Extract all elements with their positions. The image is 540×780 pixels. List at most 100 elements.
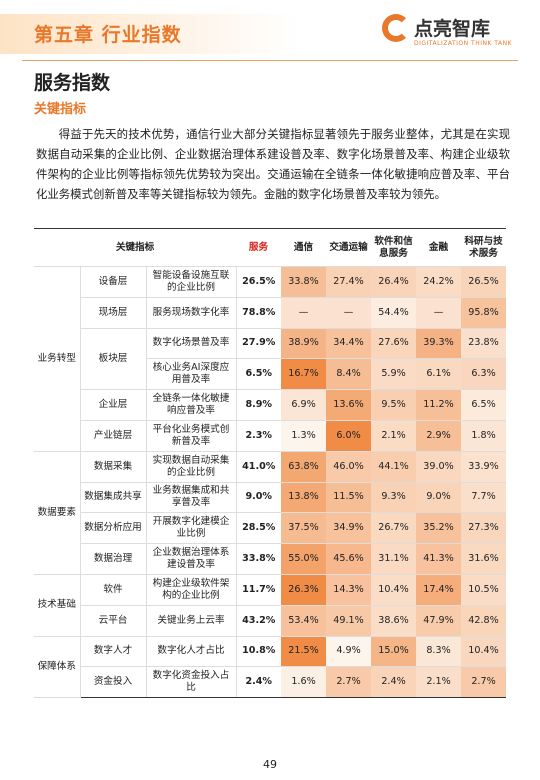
table-row: 云平台 关键业务上云率 43.2% 53.4% 49.1% 38.6% 47.9% 42.8% (34, 605, 506, 637)
value-cell: 4.9% (326, 636, 371, 668)
table-body: 业务转型 设备层 智能设备设施互联的企业比例 26.5% 33.8% 27.4% 26.4%… (34, 266, 506, 699)
value-cell: 54.4% (371, 297, 416, 329)
value-cell: 35.2% (416, 512, 461, 545)
value-cell: 26.5% (236, 266, 281, 298)
value-cell: 53.4% (281, 605, 326, 637)
value-cell: 2.1% (416, 666, 461, 699)
value-cell: 16.7% (281, 358, 326, 391)
indicator-cell: 企业数据治理体系建设普及率 (146, 543, 237, 575)
indicator-cell: 服务现场数字化率 (146, 297, 237, 329)
value-cell: 78.8% (236, 297, 281, 329)
column-header: 科研与技术服务 (461, 228, 506, 267)
level-cell: 企业层 (80, 389, 147, 421)
header-band (0, 14, 300, 54)
page-number: 49 (263, 758, 277, 771)
divider (22, 60, 518, 61)
section-subtitle: 关键指标 (34, 102, 87, 117)
table-row: 产业链层 平台化业务模式创新普及率 2.3% 1.3% 6.0% 2.1% 2.9% 1.8% (34, 420, 506, 452)
value-cell: 14.3% (326, 574, 371, 606)
value-cell: 39.3% (416, 328, 461, 360)
level-cell: 数据集成共享 (80, 482, 147, 514)
value-cell: 26.7% (371, 512, 416, 545)
value-cell: 38.9% (281, 328, 326, 360)
indicator-cell: 关键业务上云率 (146, 605, 237, 637)
value-cell: 63.8% (281, 451, 326, 483)
value-cell: 34.9% (326, 512, 371, 545)
indicator-cell: 全链条一体化敏捷响应普及率 (146, 389, 237, 421)
value-cell: 7.7% (461, 482, 506, 514)
value-cell: 55.0% (281, 543, 326, 575)
table-row: 数据治理 企业数据治理体系建设普及率 33.8% 55.0% 45.6% 31.1% 41.… (34, 543, 506, 575)
indicator-cell: 数字化人才占比 (146, 636, 237, 668)
table-row: 保障体系 数字人才 数字化人才占比 10.8% 21.5% 4.9% 15.0% 8.3% 10… (34, 636, 506, 699)
value-cell: 1.3% (281, 420, 326, 452)
indicator-cell: 核心业务AI深度应用普及率 (146, 358, 237, 391)
value-cell: 2.4% (371, 666, 416, 699)
header-row: 关键指标 服务 通信 交通运输 软件和信息服务 金融 科研与技术服务 (34, 228, 506, 267)
value-cell: 6.9% (281, 389, 326, 421)
value-cell: 13.6% (326, 389, 371, 421)
value-cell: 26.5% (461, 266, 506, 298)
value-cell: 6.1% (416, 358, 461, 391)
value-cell: 41.0% (236, 451, 281, 483)
value-cell: 9.5% (371, 389, 416, 421)
value-cell: 47.9% (416, 605, 461, 637)
value-cell: 39.0% (416, 451, 461, 483)
value-cell: 45.6% (326, 543, 371, 575)
value-cell: 27.4% (326, 266, 371, 298)
level-cell: 数字人才 (80, 636, 147, 668)
level-cell: 产业链层 (80, 420, 147, 452)
level-cell: 数据治理 (80, 543, 147, 575)
value-cell: 44.1% (371, 451, 416, 483)
value-cell: 37.5% (281, 512, 326, 545)
column-header: 软件和信息服务 (371, 228, 416, 267)
value-cell: 6.5% (236, 358, 281, 391)
value-cell: 10.8% (236, 636, 281, 668)
group-cell: 保障体系 (34, 636, 81, 699)
level-cell: 资金投入 (80, 666, 147, 699)
value-cell: 6.0% (326, 420, 371, 452)
value-cell: 34.4% (326, 328, 371, 360)
indicator-cell: 开展数字化建模企业比例 (146, 512, 237, 545)
value-cell: 33.8% (236, 543, 281, 575)
indicator-cell: 构建企业级软件架构的企业比例 (146, 574, 237, 606)
value-cell: 8.3% (416, 636, 461, 668)
value-cell: 31.1% (371, 543, 416, 575)
value-cell: 2.7% (461, 666, 506, 699)
value-cell: 49.1% (326, 605, 371, 637)
value-cell: 17.4% (416, 574, 461, 606)
group-cell: 数据要素 (34, 451, 81, 575)
section-title: 服务指数 (34, 72, 111, 94)
table-row: 业务转型 设备层 智能设备设施互联的企业比例 26.5% 33.8% 27.4% 26.4%… (34, 266, 506, 452)
value-cell: 9.3% (371, 482, 416, 514)
value-cell: 15.0% (371, 636, 416, 668)
level-cell: 数据采集 (80, 451, 147, 483)
value-cell: 6.3% (461, 358, 506, 391)
indicator-cell: 数字化场景普及率 (146, 328, 237, 360)
value-cell: 2.9% (416, 420, 461, 452)
indicator-cell: 实现数据自动采集的企业比例 (146, 451, 237, 483)
value-cell: 10.4% (371, 574, 416, 606)
value-cell: 26.4% (371, 266, 416, 298)
value-cell: 8.9% (236, 389, 281, 421)
level-cell: 设备层 (80, 266, 147, 298)
column-header: 服务 (236, 228, 281, 267)
table-row: 企业层 全链条一体化敏捷响应普及率 8.9% 6.9% 13.6% 9.5% 11.2% 6.… (34, 389, 506, 421)
value-cell: — (281, 297, 326, 329)
value-cell: 27.3% (461, 512, 506, 545)
table-row: 数据集成共享 业务数据集成和共享普及率 9.0% 13.8% 11.5% 9.3% 9.0%… (34, 482, 506, 514)
value-cell: 28.5% (236, 512, 281, 545)
value-cell: 33.9% (461, 451, 506, 483)
table-row: 数据要素 数据采集 实现数据自动采集的企业比例 41.0% 63.8% 46.0% 44.1… (34, 451, 506, 575)
indicator-cell: 平台化业务模式创新普及率 (146, 420, 237, 452)
chapter-title: 第五章 行业指数 (34, 24, 182, 46)
level-cell: 软件 (80, 574, 147, 606)
group-cell: 业务转型 (34, 266, 81, 452)
value-cell: 24.2% (416, 266, 461, 298)
column-header: 通信 (281, 228, 326, 267)
header-cell: 关键指标 (34, 228, 236, 267)
logo-name: 点亮智库 (414, 18, 491, 40)
value-cell: 31.6% (461, 543, 506, 575)
group-cell: 技术基础 (34, 574, 81, 637)
